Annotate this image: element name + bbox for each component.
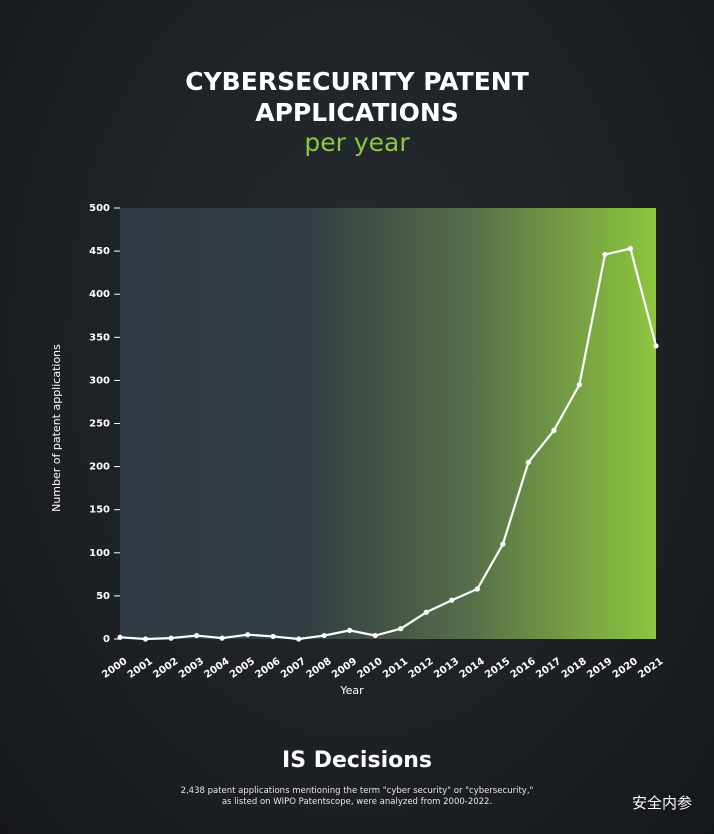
y-tick-label: 350 <box>89 332 110 343</box>
x-tick-label: 2019 <box>585 656 614 681</box>
y-tick-label: 150 <box>89 505 110 516</box>
plot-area <box>120 208 656 639</box>
y-tick-label: 50 <box>96 591 110 602</box>
x-tick-label: 2006 <box>253 656 282 681</box>
chart-subtitle: per year <box>304 128 410 157</box>
x-tick-label: 2018 <box>560 656 589 681</box>
data-point <box>270 633 276 640</box>
x-tick-label: 2000 <box>100 656 129 681</box>
x-tick-label: 2011 <box>381 656 410 681</box>
data-point <box>142 636 149 642</box>
data-point <box>398 626 404 632</box>
data-point <box>193 632 200 639</box>
y-tick-label: 100 <box>89 548 110 559</box>
y-tick-label: 400 <box>89 289 110 300</box>
footnote: 2,438 patent applications mentioning the… <box>0 786 714 808</box>
data-line <box>119 247 658 641</box>
data-point <box>219 635 225 641</box>
data-point <box>551 427 557 433</box>
data-point <box>347 627 353 633</box>
x-tick-label: 2020 <box>611 656 640 681</box>
data-point <box>576 382 583 388</box>
footnote-line: 2,438 patent applications mentioning the… <box>180 786 534 796</box>
x-tick-label: 2009 <box>330 656 359 681</box>
data-point <box>296 636 302 642</box>
x-tick-label: 2002 <box>151 656 180 681</box>
x-tick-label: 2003 <box>177 656 206 681</box>
data-point <box>117 634 123 640</box>
x-tick-label: 2015 <box>483 656 512 681</box>
data-point <box>245 632 251 638</box>
y-axis-label: Number of patent applications <box>50 344 63 512</box>
y-tick-label: 200 <box>89 462 110 473</box>
data-point <box>423 609 429 615</box>
x-tick-label: 2004 <box>202 656 231 681</box>
footnote-line: as listed on WIPO Patentscope, were anal… <box>221 797 493 807</box>
data-point <box>449 597 455 603</box>
x-tick-label: 2007 <box>279 656 308 681</box>
data-point <box>500 541 506 547</box>
y-tick-label: 0 <box>103 634 110 645</box>
x-tick-label: 2021 <box>636 656 665 681</box>
data-point <box>627 245 634 252</box>
data-point <box>525 459 531 465</box>
y-tick-label: 450 <box>89 246 110 257</box>
watermark: 安全内参 <box>631 794 692 812</box>
x-tick-label: 2017 <box>534 656 563 681</box>
data-point <box>602 251 608 258</box>
x-tick-label: 2016 <box>509 656 538 681</box>
data-point <box>372 632 378 639</box>
x-tick-label: 2005 <box>228 656 257 681</box>
brand-logo: IS Decisions <box>282 748 432 773</box>
x-tick-label: 2008 <box>305 656 334 681</box>
x-tick-label: 2010 <box>356 656 385 681</box>
x-tick-label: 2012 <box>407 656 436 681</box>
x-tick-label: 2014 <box>458 656 487 681</box>
y-tick-label: 500 <box>89 203 110 214</box>
chart-title: CYBERSECURITY PATENT APPLICATIONS <box>185 67 529 127</box>
data-point <box>653 343 659 349</box>
data-point <box>474 586 480 592</box>
y-tick-label: 300 <box>89 375 110 386</box>
x-tick-label: 2013 <box>432 656 461 681</box>
x-tick-label: 2001 <box>126 656 155 681</box>
data-point <box>321 632 327 639</box>
x-axis-label: Year <box>339 684 364 697</box>
data-point <box>168 635 174 641</box>
y-tick-label: 250 <box>89 419 110 430</box>
